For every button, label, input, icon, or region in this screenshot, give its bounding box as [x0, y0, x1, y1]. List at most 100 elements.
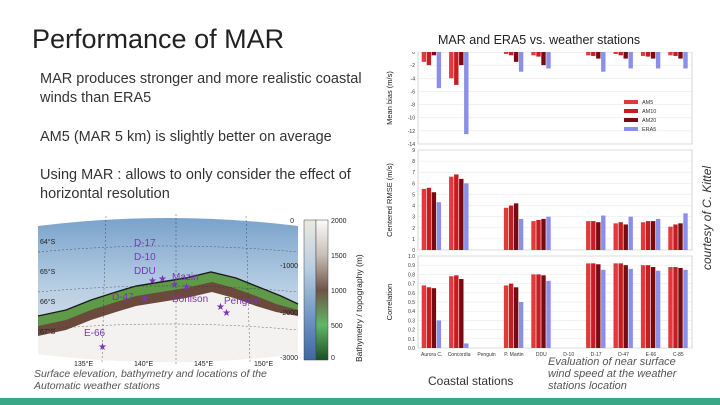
bar-am20 [596, 52, 601, 59]
lon-label: 135°E [74, 360, 93, 368]
bar-am10 [508, 52, 514, 56]
y-tick-label: -14 [408, 142, 415, 148]
bar-am20 [459, 279, 464, 348]
bar-am20 [541, 275, 546, 348]
bar-am10 [673, 267, 678, 348]
bar-am20 [678, 267, 683, 348]
y-tick-label: 7 [412, 170, 415, 176]
y-tick-label: 0.0 [408, 346, 415, 352]
bar-am10 [536, 274, 541, 348]
bar-era5 [655, 218, 661, 250]
bar-era5 [464, 52, 469, 135]
bar-am5 [531, 221, 536, 250]
bar-am20 [541, 218, 546, 250]
bar-era5 [464, 343, 469, 348]
bathy-tick: -3000 [280, 355, 298, 362]
bar-am20 [596, 222, 601, 250]
bar-am10 [591, 52, 596, 56]
x-tick-label: E-66 [646, 352, 657, 358]
bar-am20 [431, 288, 437, 348]
y-tick-label: -6 [411, 89, 416, 95]
bar-am5 [449, 276, 454, 348]
colorbar-label: Bathymetry / topography (m) [354, 254, 364, 362]
bar-am20 [678, 52, 683, 59]
station-chart: 0 -2 -4 -6 -8 -10 -12 -14 Mean bias (m/s) AM5 AM10… [385, 52, 693, 358]
bar-am5 [503, 207, 509, 250]
bar-am5 [531, 52, 536, 56]
bar-am20 [513, 52, 519, 62]
bar-era5 [436, 52, 442, 89]
bar-am10 [454, 174, 459, 250]
lat-label: 64°S [40, 238, 56, 246]
station-star-icon: ★ [222, 308, 231, 319]
station-label: D-10 [134, 252, 156, 263]
bar-am20 [596, 264, 601, 348]
y-tick-label: 3 [412, 215, 415, 221]
bar-am10 [536, 52, 541, 57]
station-star-icon: ★ [216, 302, 225, 313]
station-label: D-17 [134, 238, 156, 249]
y-tick-label: 5 [412, 192, 415, 198]
bar-am5 [586, 221, 591, 250]
legend-label: AM20 [642, 118, 656, 124]
chart-title: MAR and ERA5 vs. weather stations [438, 33, 641, 47]
bar-am20 [623, 265, 628, 348]
station-label: Bonison [172, 294, 208, 305]
bar-am20 [513, 287, 519, 348]
x-tick-label: Penguin [477, 352, 496, 358]
bar-am5 [531, 274, 536, 348]
bar-am20 [459, 52, 464, 66]
y-tick-label: 0.9 [408, 263, 415, 269]
bar-era5 [628, 52, 633, 69]
bar-era5 [683, 52, 688, 69]
legend-label: AM5 [642, 100, 653, 106]
y-tick-label: -8 [411, 103, 416, 109]
bar-am20 [623, 52, 628, 59]
bar-am10 [673, 52, 678, 56]
chart-xlabel: Coastal stations [428, 374, 514, 388]
lon-label: 145°E [194, 360, 213, 368]
y-axis-label: Mean bias (m/s) [385, 71, 394, 125]
bar-am5 [449, 52, 454, 79]
topography-map: 64°S 65°S 66°S 67°S 135°E 140°E 145°E 15… [37, 214, 364, 368]
bar-am5 [613, 223, 618, 250]
bar-am10 [645, 52, 651, 57]
chart-panel [417, 52, 693, 145]
x-tick-label: D-17 [591, 352, 602, 358]
y-tick-label: 0.1 [408, 337, 415, 343]
y-tick-label: 0.7 [408, 282, 415, 288]
lat-label: 66°S [40, 298, 56, 306]
bar-am10 [508, 205, 514, 250]
bar-am10 [426, 287, 432, 348]
bathy-tick: 0 [290, 218, 294, 225]
bar-am20 [459, 178, 464, 250]
bar-am10 [426, 187, 432, 250]
bar-am10 [591, 263, 596, 348]
bar-am10 [454, 52, 459, 85]
bar-am5 [503, 52, 509, 54]
y-tick-label: 0 [412, 52, 415, 56]
topo-tick: 1000 [331, 288, 347, 295]
legend-swatch [624, 127, 638, 131]
bar-era5 [518, 52, 524, 72]
station-star-icon: ★ [140, 294, 149, 305]
x-tick-label: Aurora C. [421, 352, 442, 358]
bar-am5 [613, 263, 618, 348]
paragraph-resolution: Using MAR : allows to only consider the … [40, 167, 351, 202]
y-tick-label: -10 [408, 116, 415, 122]
bar-am5 [503, 285, 509, 348]
bar-era5 [518, 218, 524, 250]
map-caption: Surface elevation, bathymetry and locati… [34, 368, 267, 392]
y-axis-label: Centered RMSE (m/s) [385, 163, 394, 237]
y-tick-label: 1.0 [408, 254, 415, 260]
bar-era5 [683, 269, 688, 348]
bathymetry-colorbar [303, 219, 317, 361]
bar-am5 [640, 222, 646, 250]
station-label: DDU [134, 266, 156, 277]
topography-colorbar [315, 219, 329, 361]
bar-am5 [449, 176, 454, 250]
legend-swatch [624, 118, 638, 122]
station-label: D-47 [112, 292, 134, 303]
bar-am10 [454, 275, 459, 348]
bar-am5 [613, 52, 618, 54]
